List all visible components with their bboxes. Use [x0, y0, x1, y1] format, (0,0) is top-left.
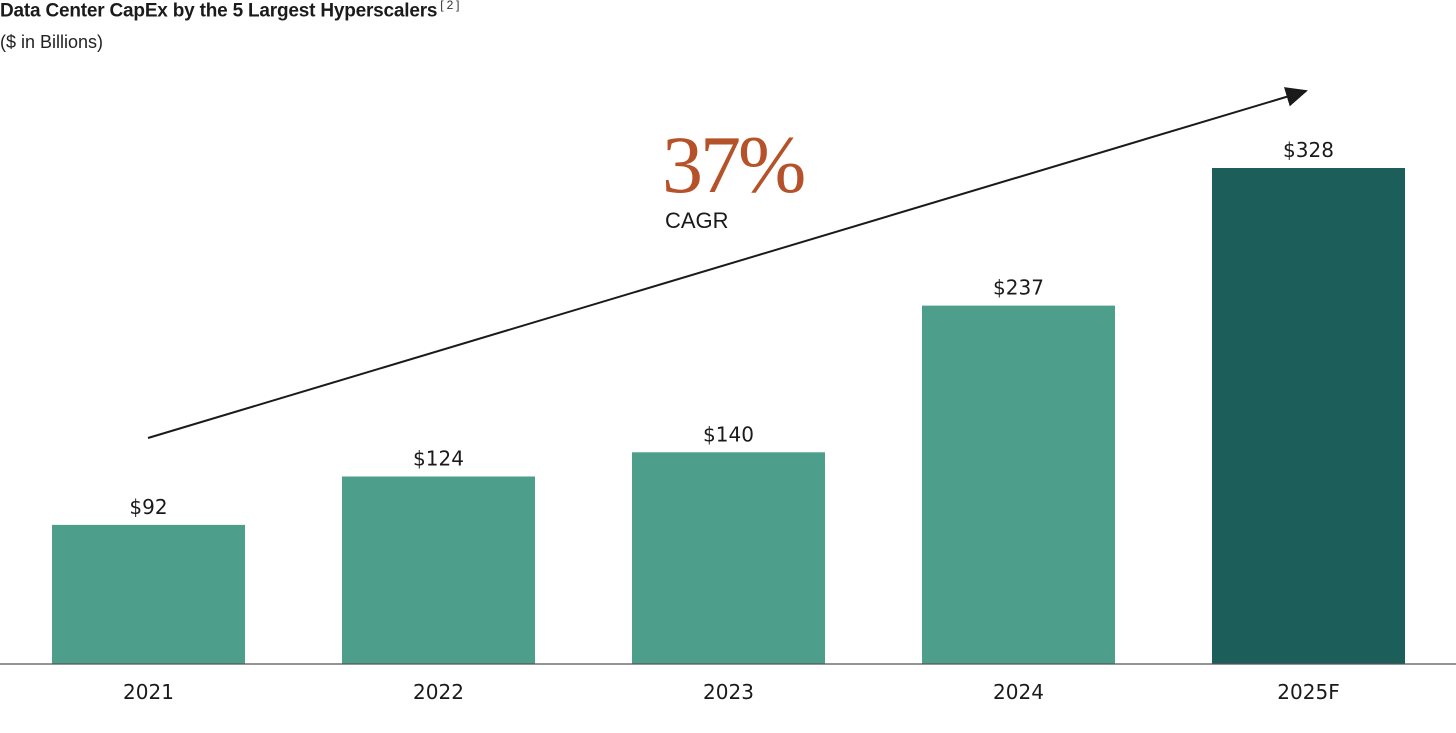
chart-subtitle: ($ in Billions)	[0, 32, 104, 52]
data-labels-group: $92 $124 $140 $237 $328	[129, 138, 1334, 519]
bars-group	[52, 168, 1405, 664]
x-tick-label-2024: 2024	[993, 680, 1044, 704]
data-label-2023: $140	[703, 422, 754, 446]
x-tick-label-2022: 2022	[413, 680, 464, 704]
x-tick-label-2025f: 2025F	[1277, 680, 1339, 704]
title-footnote: [ 2 ]	[440, 0, 460, 12]
x-tick-label-2023: 2023	[703, 680, 754, 704]
data-label-2025f: $328	[1283, 138, 1334, 162]
x-axis-ticks-group: 2021 2022 2023 2024 2025F	[123, 680, 1340, 704]
cagr-label: CAGR	[665, 208, 729, 233]
data-label-2021: $92	[129, 495, 167, 519]
data-label-2022: $124	[413, 446, 464, 470]
bar-2021	[52, 524, 245, 664]
chart-title-text: Data Center CapEx by the 5 Largest Hyper…	[0, 0, 438, 22]
bar-2025f	[1212, 168, 1405, 664]
chart-title: Data Center CapEx by the 5 Largest Hyper…	[0, 0, 460, 22]
trend-arrow	[147, 87, 1308, 439]
cagr-value: 37%	[662, 119, 804, 210]
bar-2022	[342, 476, 535, 664]
bar-2024	[922, 305, 1115, 664]
x-tick-label-2021: 2021	[123, 680, 174, 704]
data-label-2024: $237	[993, 276, 1044, 300]
bar-2023	[632, 452, 825, 664]
